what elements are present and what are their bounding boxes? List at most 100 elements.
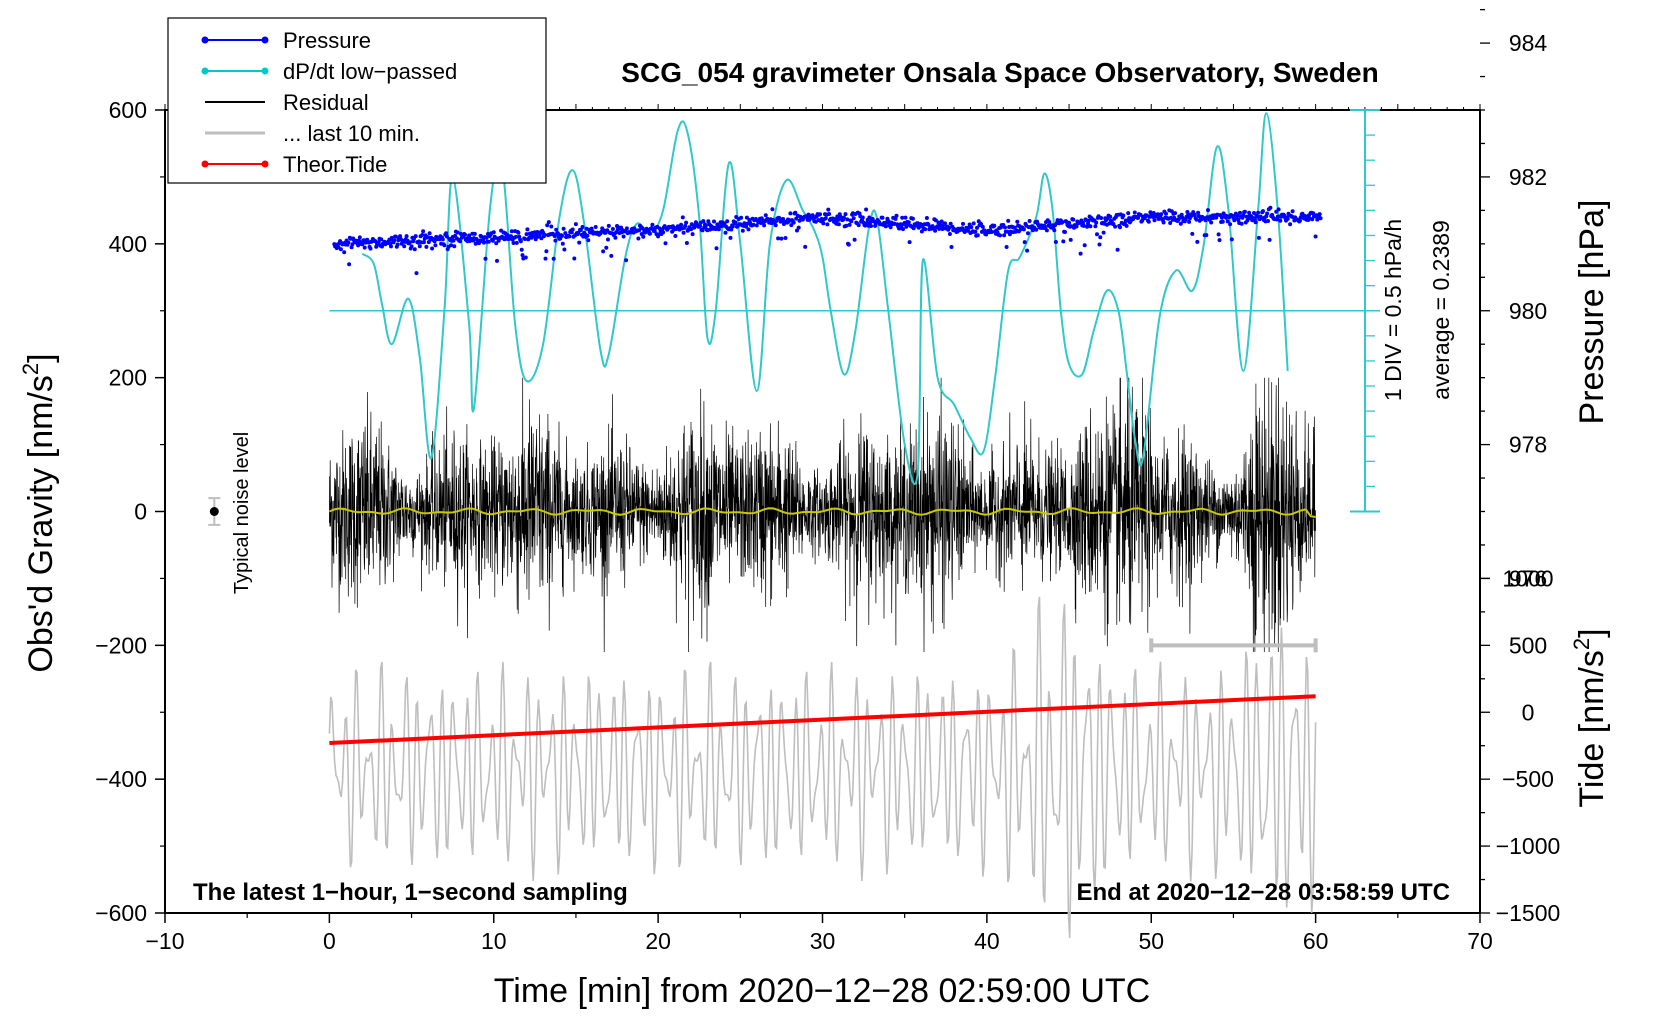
pressure-point bbox=[1168, 221, 1173, 225]
legend-label: Residual bbox=[283, 90, 369, 115]
pressure-point bbox=[1217, 238, 1222, 243]
pressure-point bbox=[684, 241, 689, 245]
pressure-point bbox=[690, 232, 695, 237]
pressure-point bbox=[430, 246, 435, 251]
tide-series bbox=[329, 694, 1316, 746]
pressure-point bbox=[689, 222, 694, 227]
pressure-point bbox=[791, 220, 796, 225]
y-tick-label: 600 bbox=[109, 97, 147, 123]
tide-tick-label: 0 bbox=[1522, 699, 1535, 725]
pressure-point bbox=[1061, 239, 1066, 244]
pressure-point bbox=[703, 223, 708, 228]
pressure-point bbox=[395, 242, 400, 247]
pressure-tick-label: 984 bbox=[1509, 30, 1548, 56]
pressure-point bbox=[796, 225, 801, 230]
pressure-point bbox=[661, 230, 666, 235]
y-axis-title-left: Obs'd Gravity [nm/s2] bbox=[18, 353, 60, 672]
pressure-point bbox=[444, 231, 449, 236]
pressure-point bbox=[1235, 213, 1240, 218]
pressure-point bbox=[1318, 216, 1323, 221]
pressure-point bbox=[1209, 220, 1214, 225]
pressure-point bbox=[577, 240, 582, 245]
legend-marker-start bbox=[201, 160, 209, 168]
pressure-point bbox=[860, 215, 865, 220]
pressure-point bbox=[555, 231, 560, 236]
pressure-point bbox=[347, 262, 352, 267]
pressure-point bbox=[740, 228, 745, 233]
pressure-point bbox=[1098, 235, 1103, 240]
pressure-point bbox=[803, 244, 808, 249]
pressure-point bbox=[919, 229, 924, 234]
pressure-point bbox=[533, 237, 538, 242]
pressure-point bbox=[1229, 237, 1234, 242]
x-axis-title: Time [min] from 2020−12−28 02:59:00 UTC bbox=[494, 972, 1150, 1010]
pressure-point bbox=[888, 225, 893, 230]
pressure-tick-label: 976 bbox=[1509, 565, 1547, 591]
pressure-point bbox=[980, 224, 985, 229]
pressure-point bbox=[514, 240, 519, 245]
pressure-point bbox=[1025, 248, 1030, 253]
pressure-point bbox=[1012, 225, 1017, 230]
pressure-point bbox=[523, 255, 528, 260]
pressure-tick-label: 980 bbox=[1509, 298, 1547, 324]
pressure-point bbox=[684, 220, 689, 225]
pressure-point bbox=[1161, 220, 1166, 225]
pressure-point bbox=[1252, 217, 1257, 222]
pressure-point bbox=[933, 228, 938, 233]
pressure-point bbox=[346, 240, 351, 245]
pressure-point bbox=[729, 227, 734, 232]
pressure-point bbox=[1005, 229, 1010, 234]
legend-box bbox=[167, 17, 547, 184]
pressure-point bbox=[1063, 230, 1067, 234]
pressure-point bbox=[947, 232, 952, 236]
residual-average-line bbox=[329, 507, 1316, 518]
pressure-point bbox=[553, 238, 558, 243]
pressure-point bbox=[725, 219, 730, 224]
pressure-point bbox=[433, 243, 438, 248]
pressure-point bbox=[1187, 219, 1192, 224]
pressure-point bbox=[846, 242, 851, 247]
x-tick-label: 60 bbox=[1303, 928, 1329, 954]
pressure-point bbox=[763, 213, 768, 218]
pressure-point bbox=[818, 212, 822, 217]
pressure-point bbox=[360, 242, 365, 247]
pressure-point bbox=[733, 220, 738, 225]
tide-tick-label: −500 bbox=[1502, 766, 1554, 792]
pressure-series bbox=[332, 205, 1323, 276]
pressure-point bbox=[716, 227, 721, 232]
dpdt-average-label: average = 0.2389 bbox=[1428, 220, 1454, 400]
pressure-point bbox=[989, 230, 994, 234]
pressure-point bbox=[1266, 219, 1270, 223]
pressure-point bbox=[621, 234, 626, 239]
pressure-point bbox=[483, 256, 488, 261]
y-axis-title-tide: Tide [nm/s2] bbox=[1569, 628, 1611, 807]
pressure-point bbox=[744, 224, 749, 229]
x-tick-label: 70 bbox=[1467, 928, 1493, 954]
pressure-point bbox=[856, 223, 861, 228]
pressure-point bbox=[1053, 240, 1058, 244]
pressure-point bbox=[751, 222, 756, 227]
pressure-point bbox=[849, 219, 854, 224]
pressure-point bbox=[937, 226, 942, 231]
pressure-point bbox=[1094, 220, 1099, 225]
pressure-point bbox=[1195, 239, 1200, 244]
pressure-point bbox=[427, 231, 432, 236]
y-tick-label: −200 bbox=[95, 632, 147, 658]
pressure-tick-label: 982 bbox=[1509, 164, 1547, 190]
legend-marker-end bbox=[261, 36, 269, 44]
x-tick-label: 30 bbox=[810, 928, 836, 954]
pressure-point bbox=[1097, 242, 1102, 247]
pressure-point bbox=[585, 233, 590, 238]
pressure-point bbox=[969, 225, 974, 230]
pressure-point bbox=[513, 234, 518, 239]
pressure-point bbox=[770, 207, 775, 212]
pressure-point bbox=[1021, 227, 1026, 232]
pressure-point bbox=[1146, 219, 1151, 224]
pressure-point bbox=[1108, 214, 1113, 219]
pressure-point bbox=[601, 249, 606, 254]
pressure-point bbox=[567, 234, 572, 239]
pressure-point bbox=[357, 235, 362, 240]
dpdt-scale-label: 1 DIV = 0.5 hPa/h bbox=[1380, 219, 1406, 401]
pressure-point bbox=[1136, 215, 1141, 220]
